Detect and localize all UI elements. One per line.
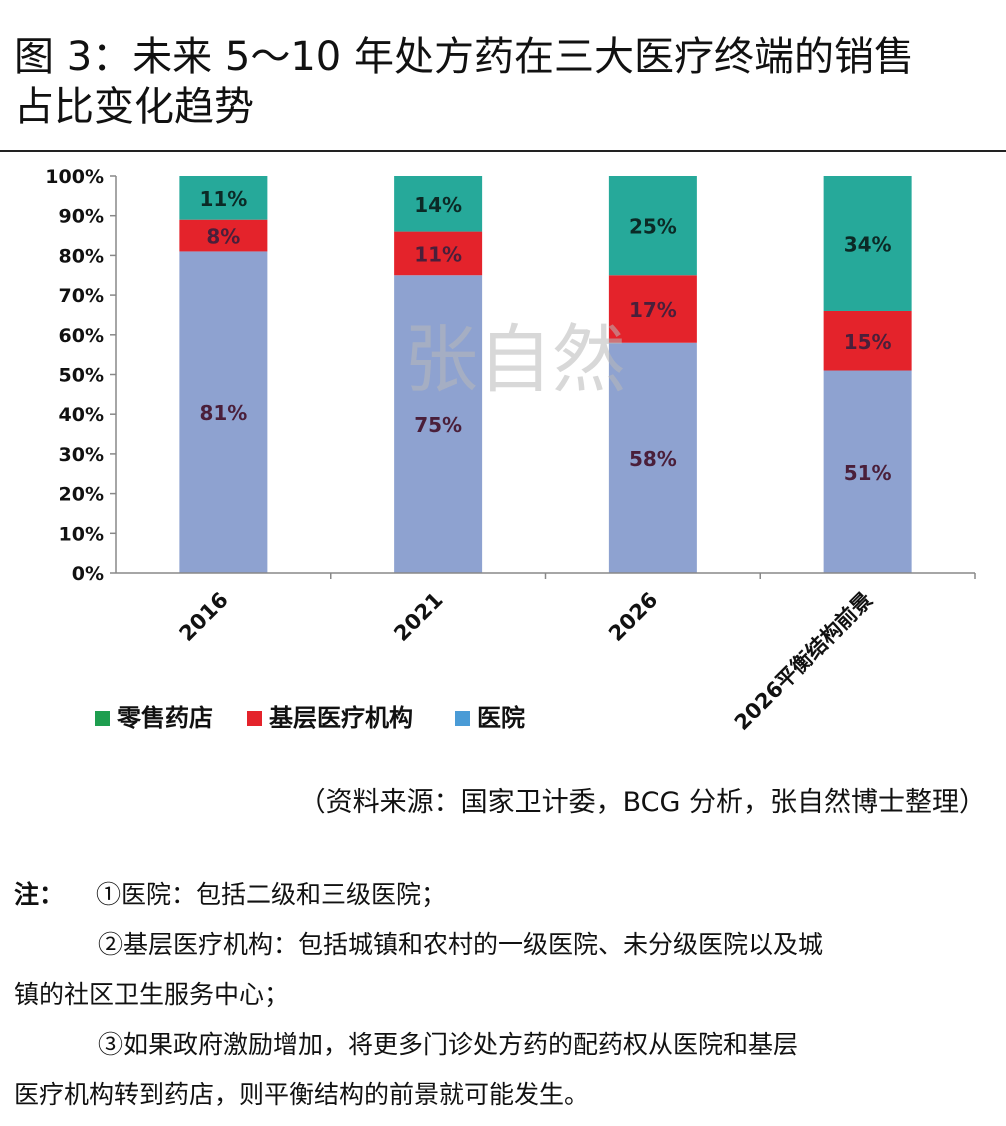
data-label-1-1: 11%	[414, 242, 462, 266]
data-label-0-2: 58%	[629, 447, 677, 471]
x-tick-label-3: 2026平衡结构前景	[730, 588, 877, 735]
y-tick-label-7: 70%	[59, 285, 104, 307]
y-tick-label-6: 60%	[59, 325, 104, 347]
notes-section: 注： ①医院：包括二级和三级医院； ②基层医疗机构：包括城镇和农村的一级医院、未分…	[14, 870, 989, 1120]
bar-segment-hospital-2	[608, 342, 697, 573]
title-line-2: 占比变化趋势	[14, 84, 254, 130]
y-tick-label-5: 50%	[59, 365, 104, 387]
bar-segment-retail-0	[179, 176, 268, 220]
title-line-1: 图 3：未来 5～10 年处方药在三大医疗终端的销售	[14, 34, 914, 80]
data-label-2-2: 25%	[629, 215, 677, 239]
note-balance: ③如果政府激励增加，将更多门诊处方药的配药权从医院和基层	[98, 1030, 799, 1059]
data-label-1-2: 17%	[629, 298, 677, 322]
bar-segment-hospital-1	[394, 275, 483, 573]
legend-swatch-1	[247, 711, 262, 726]
y-tick-label-4: 40%	[59, 404, 104, 426]
bar-segment-retail-1	[394, 176, 483, 232]
data-label-0-0: 81%	[199, 401, 247, 425]
note-row-1: 注： ①医院：包括二级和三级医院；	[14, 870, 989, 920]
legend-label-2: 医院	[477, 704, 525, 732]
data-label-2-0: 11%	[199, 187, 247, 211]
bar-segment-grassroots-2	[608, 275, 697, 343]
x-tick-label-0: 2016	[175, 588, 233, 646]
y-tick-label-0: 0%	[72, 563, 104, 585]
legend-group: 零售药店 基层医疗机构 医院	[95, 704, 525, 732]
data-label-2-1: 14%	[414, 193, 462, 217]
y-tick-label-10: 100%	[45, 166, 104, 188]
watermark-text: 张自然	[404, 317, 626, 403]
y-tick-label-3: 30%	[59, 444, 104, 466]
data-label-1-3: 15%	[844, 330, 892, 354]
note-grassroots: ②基层医疗机构：包括城镇和农村的一级医院、未分级医院以及城	[98, 930, 824, 959]
note-balance-cont: 医疗机构转到药店，则平衡结构的前景就可能发生。	[14, 1080, 590, 1109]
legend-label-0: 零售药店	[116, 704, 213, 732]
bar-segment-hospital-0	[179, 251, 268, 573]
bar-segment-grassroots-1	[394, 231, 483, 276]
source-note: （资料来源：国家卫计委，BCG 分析，张自然博士整理）	[298, 787, 986, 818]
data-label-1-0: 8%	[206, 225, 240, 249]
y-tick-label-9: 90%	[59, 206, 104, 228]
stacked-bar-chart: 81% 8% 11% 75% 11% 14% 58% 17% 25% 51% 15% 34% 2016…	[45, 166, 976, 735]
bar-segment-grassroots-0	[179, 219, 268, 252]
legend-label-1: 基层医疗机构	[269, 704, 413, 732]
chart-title: 图 3：未来 5～10 年处方药在三大医疗终端的销售 占比变化趋势	[14, 32, 994, 132]
x-tick-label-2: 2026	[604, 588, 662, 646]
bar-segment-retail-2	[608, 176, 697, 276]
y-tick-label-1: 10%	[59, 523, 104, 545]
data-label-0-1: 75%	[414, 413, 462, 437]
data-label-0-3: 51%	[844, 461, 892, 485]
bar-segment-retail-3	[823, 176, 912, 311]
y-tick-label-8: 80%	[59, 245, 104, 267]
data-label-2-3: 34%	[844, 232, 892, 256]
note-hospital: ①医院：包括二级和三级医院；	[96, 880, 447, 909]
bar-segment-grassroots-3	[823, 310, 912, 371]
notes-label: 注：	[14, 880, 65, 909]
legend-swatch-2	[455, 711, 470, 726]
bar-segment-hospital-3	[823, 370, 912, 573]
title-divider	[0, 150, 1006, 152]
bars-group: 81% 8% 11% 75% 11% 14% 58% 17% 25% 51% 15% 34%	[179, 176, 912, 573]
y-tick-label-2: 20%	[59, 484, 104, 506]
legend-swatch-0	[95, 711, 110, 726]
note-grassroots-cont: 镇的社区卫生服务中心；	[14, 980, 290, 1009]
x-tick-label-1: 2021	[389, 588, 447, 646]
